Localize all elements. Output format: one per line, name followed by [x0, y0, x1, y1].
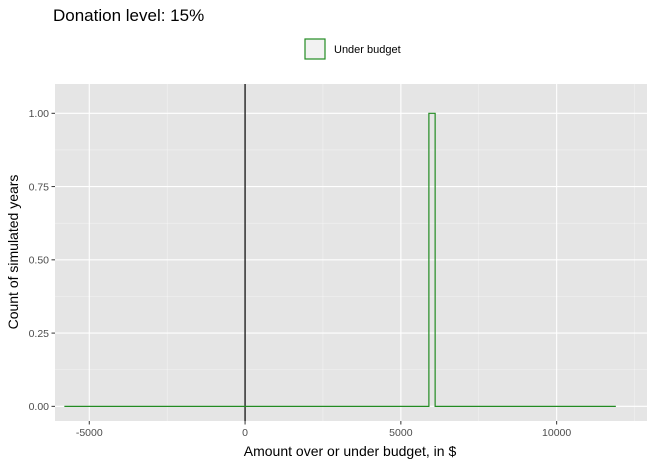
- series-line-under-budget: [64, 112, 616, 407]
- axes: -5000 0 5000 10000 0.00 0.25 0.50 0.75 1.00: [29, 108, 572, 439]
- series-layer: [64, 112, 616, 407]
- y-tick-label: 0.25: [29, 328, 50, 340]
- x-tick-label: 5000: [389, 427, 413, 439]
- chart-title: Donation level: 15%: [53, 6, 204, 25]
- legend-label-under-budget: Under budget: [334, 44, 401, 56]
- legend-key-under-budget: [304, 38, 326, 60]
- x-tick-label: 0: [242, 427, 248, 439]
- plot-panel: [55, 84, 647, 421]
- y-tick-label: 1.00: [29, 108, 50, 120]
- y-tick-label: 0.00: [29, 401, 50, 413]
- x-axis-title: Amount over or under budget, in $: [244, 443, 457, 459]
- x-tick-label: -5000: [76, 427, 103, 439]
- legend: Under budget: [304, 38, 401, 60]
- y-axis-title: Count of simulated years: [5, 175, 21, 330]
- x-tick-label: 10000: [542, 427, 571, 439]
- y-tick-label: 0.50: [29, 255, 50, 267]
- y-tick-label: 0.75: [29, 181, 50, 193]
